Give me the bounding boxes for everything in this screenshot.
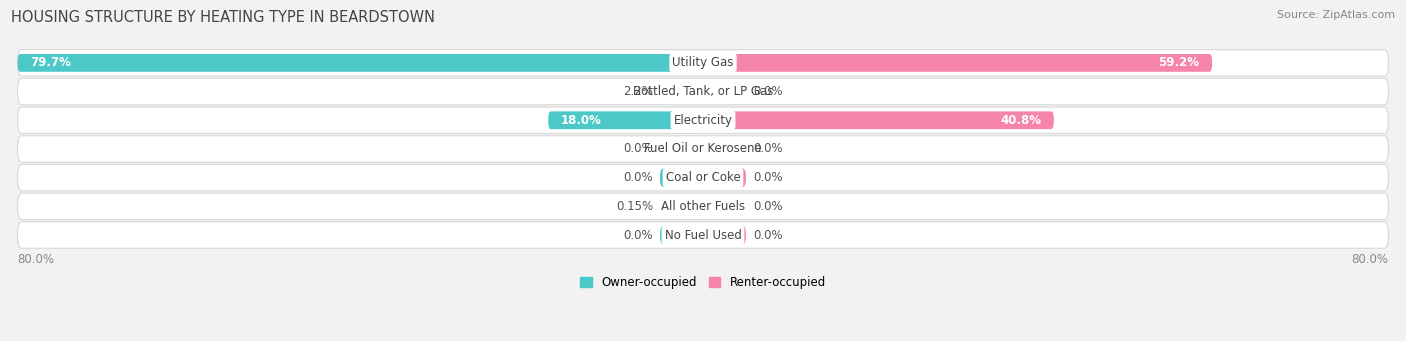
Text: Utility Gas: Utility Gas <box>672 56 734 70</box>
Text: 0.0%: 0.0% <box>752 171 783 184</box>
FancyBboxPatch shape <box>18 164 1388 191</box>
Text: 0.0%: 0.0% <box>623 171 654 184</box>
FancyBboxPatch shape <box>18 193 1388 220</box>
FancyBboxPatch shape <box>659 197 703 215</box>
FancyBboxPatch shape <box>703 54 1212 72</box>
Text: Electricity: Electricity <box>673 114 733 127</box>
FancyBboxPatch shape <box>703 226 747 244</box>
Text: HOUSING STRUCTURE BY HEATING TYPE IN BEARDSTOWN: HOUSING STRUCTURE BY HEATING TYPE IN BEA… <box>11 10 436 25</box>
FancyBboxPatch shape <box>703 197 747 215</box>
Text: 80.0%: 80.0% <box>18 253 55 266</box>
Text: 0.15%: 0.15% <box>616 200 654 213</box>
Legend: Owner-occupied, Renter-occupied: Owner-occupied, Renter-occupied <box>575 271 831 294</box>
FancyBboxPatch shape <box>703 169 747 187</box>
FancyBboxPatch shape <box>659 83 703 101</box>
Text: 0.0%: 0.0% <box>752 85 783 98</box>
Text: 0.0%: 0.0% <box>623 228 654 241</box>
FancyBboxPatch shape <box>703 112 1054 129</box>
Text: 80.0%: 80.0% <box>1351 253 1388 266</box>
Text: 0.0%: 0.0% <box>752 200 783 213</box>
Text: 0.0%: 0.0% <box>752 228 783 241</box>
FancyBboxPatch shape <box>18 107 1388 133</box>
Text: 79.7%: 79.7% <box>31 56 72 70</box>
FancyBboxPatch shape <box>703 140 747 158</box>
Text: 18.0%: 18.0% <box>561 114 602 127</box>
Text: No Fuel Used: No Fuel Used <box>665 228 741 241</box>
FancyBboxPatch shape <box>659 169 703 187</box>
Text: Bottled, Tank, or LP Gas: Bottled, Tank, or LP Gas <box>633 85 773 98</box>
FancyBboxPatch shape <box>18 136 1388 162</box>
Text: Coal or Coke: Coal or Coke <box>665 171 741 184</box>
Text: Fuel Oil or Kerosene: Fuel Oil or Kerosene <box>644 143 762 155</box>
Text: 0.0%: 0.0% <box>752 143 783 155</box>
Text: 59.2%: 59.2% <box>1159 56 1199 70</box>
Text: All other Fuels: All other Fuels <box>661 200 745 213</box>
FancyBboxPatch shape <box>18 54 703 72</box>
FancyBboxPatch shape <box>18 50 1388 76</box>
FancyBboxPatch shape <box>548 112 703 129</box>
Text: 40.8%: 40.8% <box>1000 114 1040 127</box>
FancyBboxPatch shape <box>18 222 1388 248</box>
FancyBboxPatch shape <box>18 78 1388 105</box>
Text: Source: ZipAtlas.com: Source: ZipAtlas.com <box>1277 10 1395 20</box>
Text: 2.2%: 2.2% <box>623 85 654 98</box>
FancyBboxPatch shape <box>659 140 703 158</box>
FancyBboxPatch shape <box>703 83 747 101</box>
Text: 0.0%: 0.0% <box>623 143 654 155</box>
FancyBboxPatch shape <box>659 226 703 244</box>
